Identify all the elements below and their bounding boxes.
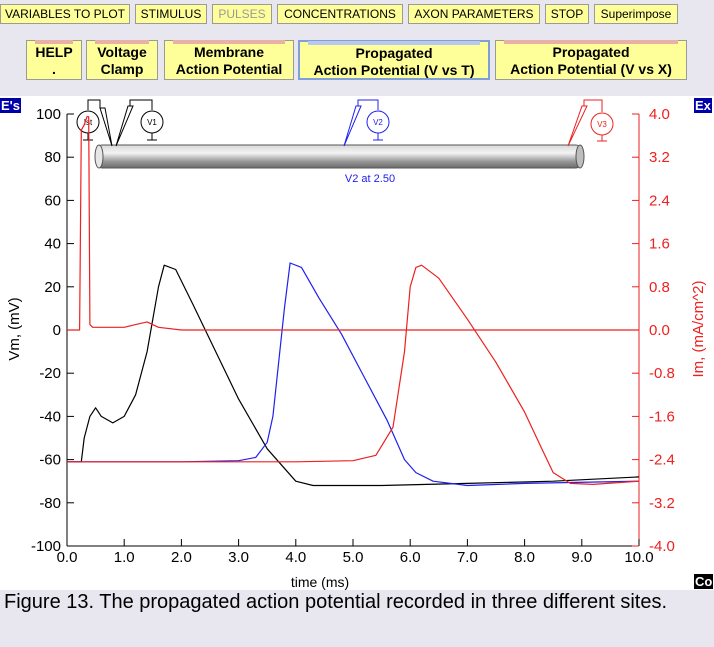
tab-membrane-line1: Membrane: [193, 44, 265, 60]
y-left-tick-label: 20: [44, 279, 61, 296]
v1-electrode-wire: [129, 99, 153, 110]
tab-membrane-line2: Action Potential: [175, 61, 283, 77]
tab-accent: [308, 41, 480, 45]
menu-superimpose[interactable]: Superimpose: [594, 4, 678, 24]
x-tick-label: 0.0: [57, 549, 78, 566]
v2-electrode-tip: [343, 105, 362, 147]
v2-meter-label: V2: [373, 118, 383, 127]
plot-panel: Ist V1 V2: [0, 96, 714, 590]
v3-meter-label: V3: [597, 120, 607, 129]
x-axis-title: time (ms): [291, 574, 349, 590]
x-tick-label: 7.0: [457, 549, 478, 566]
y-right-tick-label: -1.6: [649, 408, 675, 425]
y-left-tick-label: -100: [31, 538, 61, 555]
v2-electrode-wire: [357, 99, 379, 110]
axon-right-end: [575, 144, 585, 169]
y-left-tick-label: -80: [39, 495, 61, 512]
side-tab-left[interactable]: E's: [0, 98, 21, 113]
x-tick-label: 4.0: [285, 549, 306, 566]
y-left-tick-label: 100: [36, 106, 61, 123]
menu-axon-parameters[interactable]: AXON PARAMETERS: [408, 4, 540, 24]
v2-electrode[interactable]: V2: [343, 99, 390, 147]
tab-propagated-vt-line1: Propagated: [355, 45, 433, 61]
y-right-tick-label: 1.6: [649, 236, 670, 253]
y-right-tick-label: 0.0: [649, 322, 670, 339]
y-right-tick-label: 3.2: [649, 149, 670, 166]
y-right-tick-label: -4.0: [649, 538, 675, 555]
tab-voltage-clamp[interactable]: Voltage Clamp: [86, 40, 158, 80]
series-line-v2: [67, 262, 640, 487]
menu-concentrations[interactable]: CONCENTRATIONS: [277, 4, 403, 24]
y-axis-left-title: Vm, (mV): [6, 297, 23, 360]
tab-voltage-clamp-line1: Voltage: [97, 44, 147, 60]
tab-voltage-clamp-line2: Clamp: [100, 61, 144, 77]
v2-position-label: V2 at 2.50: [345, 173, 395, 185]
axon-cylinder: [97, 144, 581, 169]
menu-stop[interactable]: STOP: [545, 4, 589, 24]
figure-caption: Figure 13. The propagated action potenti…: [0, 590, 714, 647]
y-right-tick-label: 0.8: [649, 279, 670, 296]
v1-electrode-tip: [115, 105, 134, 147]
y-left-tick-label: 60: [44, 192, 61, 209]
y-right-tick-label: 2.4: [649, 192, 670, 209]
v3-electrode-wire: [583, 99, 603, 112]
stimulus-electrode-tip: [99, 107, 113, 147]
axon-diagram: Ist V1 V2: [76, 99, 614, 185]
tab-membrane-action-potential[interactable]: Membrane Action Potential: [164, 40, 294, 80]
y-right-tick-label: -2.4: [649, 452, 675, 469]
menu-variables-to-plot[interactable]: VARIABLES TO PLOT: [0, 4, 130, 24]
plot-canvas: Ist V1 V2: [6, 99, 707, 590]
x-tick-label: 8.0: [514, 549, 535, 566]
tab-help-line1: HELP: [35, 44, 73, 60]
tab-propagated-vx-line1: Propagated: [552, 44, 630, 60]
y-axis-right-title: Im, (mA/cm^2): [690, 280, 707, 377]
y-right-tick-label: -3.2: [649, 495, 675, 512]
x-tick-label: 1.0: [114, 549, 135, 566]
series-line-v1: [67, 264, 640, 487]
axon-left-end: [94, 144, 104, 169]
series-line-im: [67, 116, 639, 331]
stimulus-electrode-wire: [87, 99, 101, 110]
series-line-v3: [67, 264, 640, 485]
chart-series: [67, 116, 640, 487]
stimulus-electrode[interactable]: Ist: [76, 99, 113, 147]
tab-accent: [95, 40, 149, 44]
side-tab-right-bottom[interactable]: Co: [694, 574, 714, 589]
menu-bar: VARIABLES TO PLOT STIMULUS PULSES CONCEN…: [0, 0, 714, 28]
tab-strip: HELP . Voltage Clamp Membrane Action Pot…: [0, 28, 714, 96]
tab-propagated-v-vs-t[interactable]: Propagated Action Potential (V vs T): [298, 40, 490, 80]
y-left-tick-label: -40: [39, 408, 61, 425]
tab-accent: [35, 40, 73, 44]
x-tick-label: 10.0: [624, 549, 653, 566]
y-right-tick-label: 4.0: [649, 106, 670, 123]
y-left-tick-label: -20: [39, 365, 61, 382]
tab-propagated-v-vs-x[interactable]: Propagated Action Potential (V vs X): [495, 40, 687, 80]
tab-accent: [173, 40, 285, 44]
v1-electrode[interactable]: V1: [115, 99, 164, 147]
tab-propagated-vt-line2: Action Potential (V vs T): [313, 62, 475, 78]
y-left-tick-label: 40: [44, 236, 61, 253]
x-tick-label: 9.0: [571, 549, 592, 566]
x-tick-label: 2.0: [171, 549, 192, 566]
tab-help-line2: .: [52, 61, 56, 77]
menu-stimulus[interactable]: STIMULUS: [135, 4, 207, 24]
x-tick-label: 5.0: [343, 549, 364, 566]
x-tick-label: 3.0: [228, 549, 249, 566]
y-right-tick-label: -0.8: [649, 365, 675, 382]
tab-help[interactable]: HELP .: [26, 40, 82, 80]
tab-accent: [504, 40, 678, 44]
v3-electrode-tip: [567, 105, 588, 147]
y-left-tick-label: -60: [39, 452, 61, 469]
x-tick-label: 6.0: [400, 549, 421, 566]
tab-propagated-vx-line2: Action Potential (V vs X): [510, 61, 672, 77]
y-left-tick-label: 0: [53, 322, 61, 339]
side-tab-right-top[interactable]: Ex: [694, 98, 712, 113]
v3-electrode[interactable]: V3: [567, 99, 614, 147]
menu-pulses: PULSES: [212, 4, 272, 24]
y-left-tick-label: 80: [44, 149, 61, 166]
v1-meter-label: V1: [147, 118, 157, 127]
